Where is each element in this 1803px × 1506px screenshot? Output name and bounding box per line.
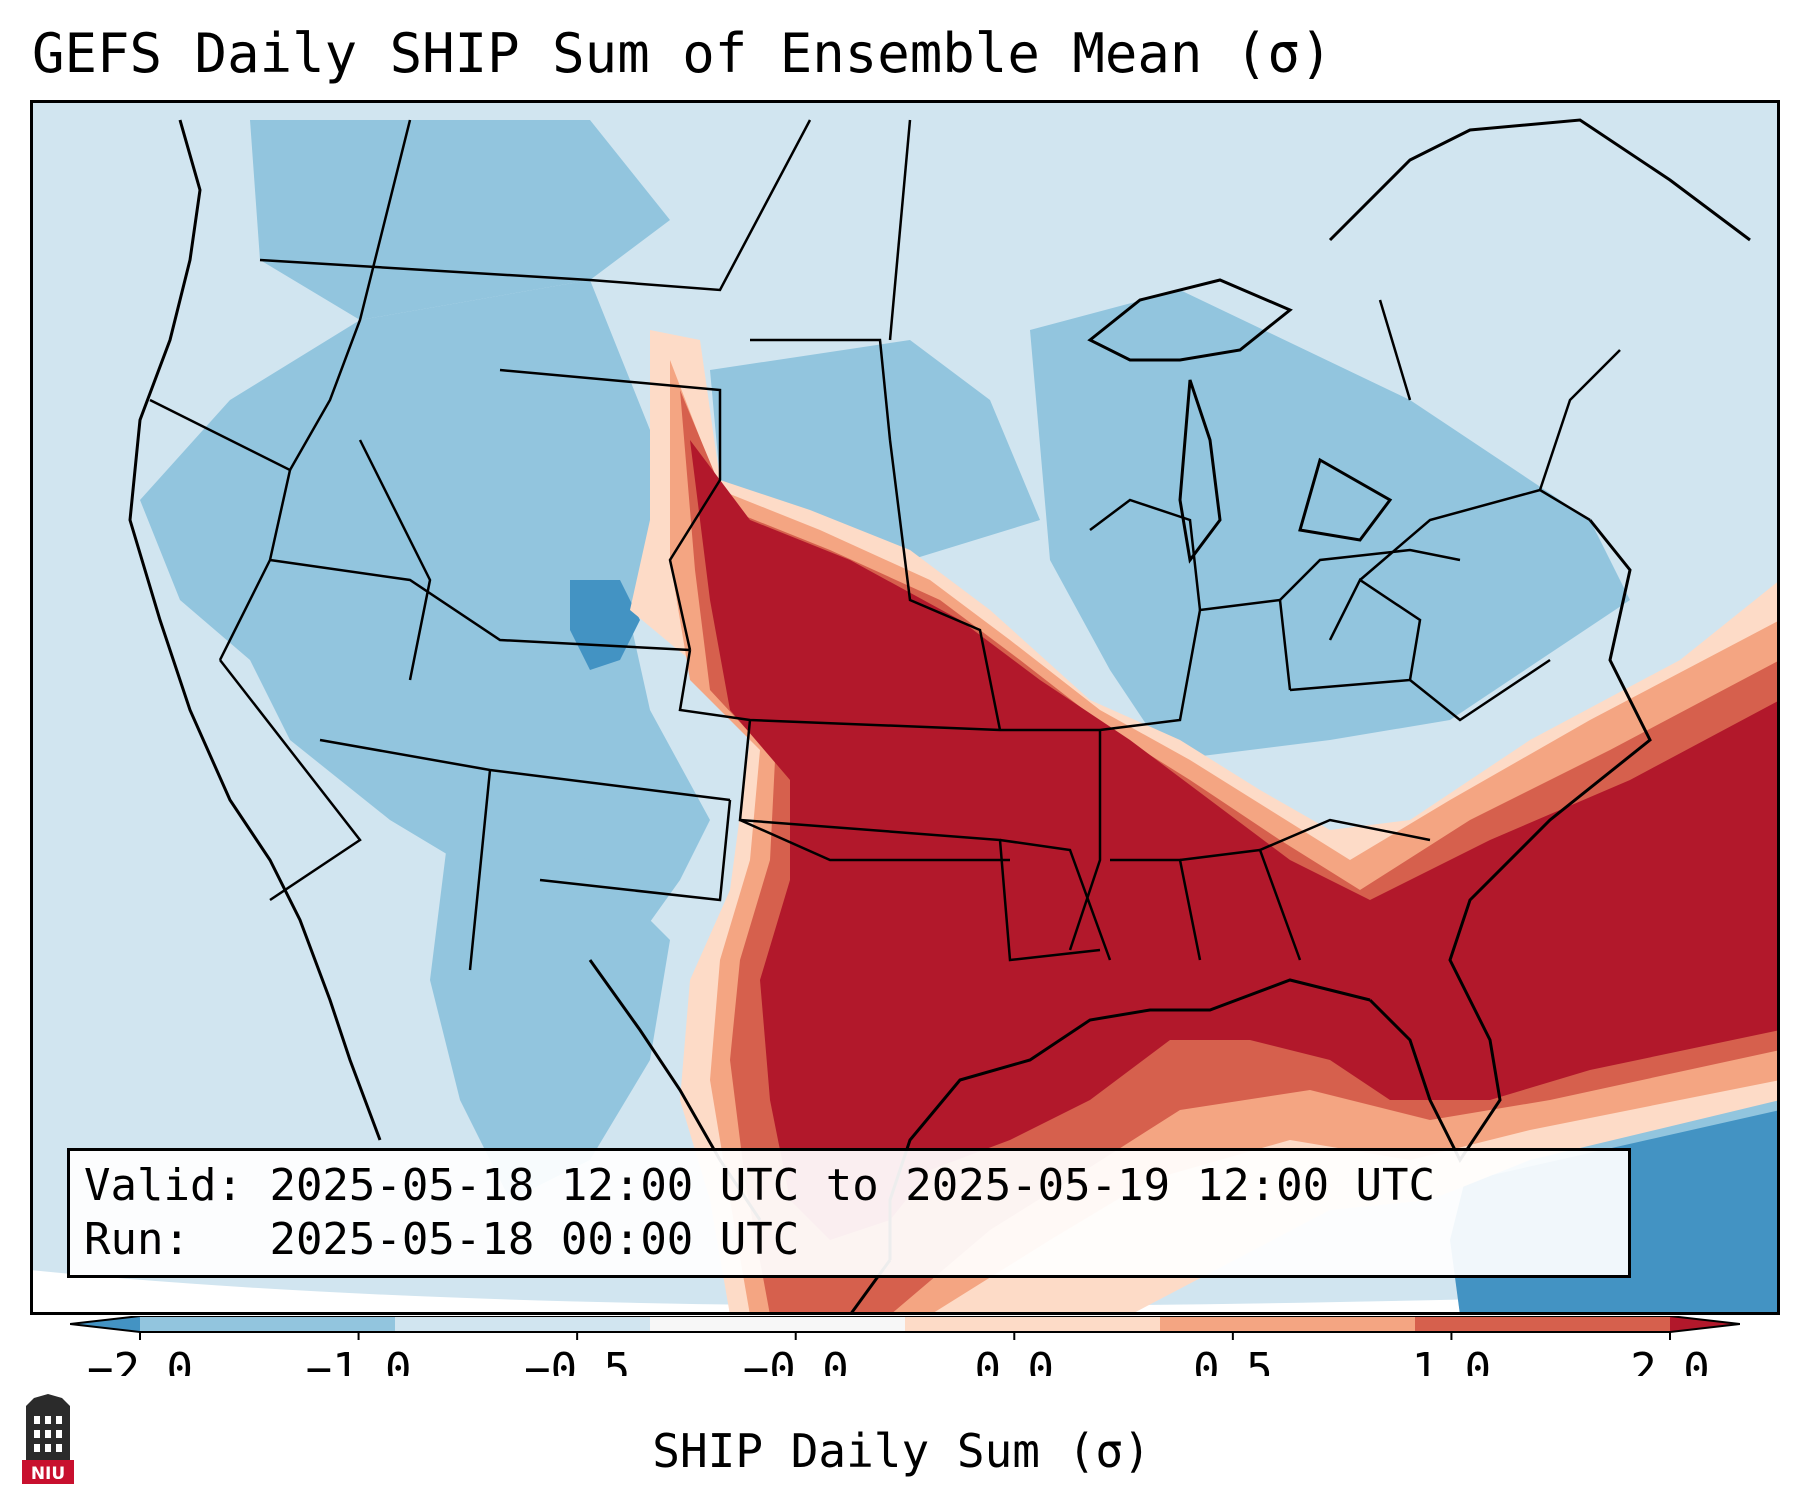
ship-map <box>30 100 1780 1315</box>
midwest-below-normal <box>1030 290 1630 760</box>
run-label: Run: <box>84 1214 190 1265</box>
map-frame <box>30 100 1780 1315</box>
colorbar-extend-high <box>1670 1316 1740 1332</box>
southwest-below-normal <box>430 820 670 1200</box>
plains-much-above-core <box>690 440 1780 1240</box>
page-title: GEFS Daily SHIP Sum of Ensemble Mean (σ) <box>32 22 1333 85</box>
colorbar-tick-label: 0.5 <box>1193 1344 1272 1376</box>
colorbar-tick-label: −0.0 <box>743 1344 849 1376</box>
niu-logo-text: NIU <box>31 1464 65 1484</box>
colorbar-segment <box>140 1316 395 1332</box>
valid-label: Valid: <box>84 1160 243 1211</box>
colorbar-tick-label: 0.0 <box>975 1344 1054 1376</box>
colorbar-segment <box>1160 1316 1415 1332</box>
colorbar-extend-low <box>70 1316 140 1332</box>
colorbar-segment <box>650 1316 905 1332</box>
colorbar-tick-label: 1.0 <box>1412 1344 1491 1376</box>
colorbar-tick-label: 2.0 <box>1630 1344 1709 1376</box>
colorbar-segment <box>395 1316 650 1332</box>
west-below-normal <box>140 280 710 1000</box>
domain-edge <box>30 1270 1780 1315</box>
run-value: 2025-05-18 00:00 UTC <box>269 1214 800 1265</box>
valid-value: 2025-05-18 12:00 UTC to 2025-05-19 12:00… <box>269 1160 1436 1211</box>
valid-run-info-box: Valid: 2025-05-18 12:00 UTC to 2025-05-1… <box>67 1148 1631 1278</box>
colorbar-tick-label: −1.0 <box>306 1344 412 1376</box>
colorbar-label: SHIP Daily Sum (σ) <box>652 1424 1151 1478</box>
colorbar-segment <box>1415 1316 1670 1332</box>
colorbar-tick-label: −0.5 <box>524 1344 630 1376</box>
colorbar-segment <box>905 1316 1160 1332</box>
state-borders <box>149 119 1621 971</box>
colorbar: −2.0 −1.0 −0.5 −0.0 0.0 0.5 1.0 2.0 <box>70 1316 1740 1376</box>
northwest-below-normal <box>250 120 670 320</box>
niu-logo: NIU <box>22 1394 74 1484</box>
colorbar-tick-label: −2.0 <box>87 1344 193 1376</box>
